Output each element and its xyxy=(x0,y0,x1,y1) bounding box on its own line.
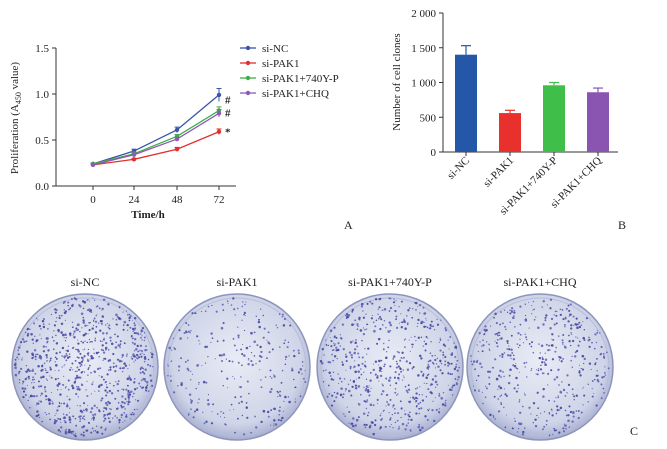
panel-a-series-line xyxy=(92,112,220,166)
panel-a-data-point xyxy=(131,157,137,162)
panel-b-y-tick-label: 2 000 xyxy=(411,8,436,20)
panel-a-legend-marker xyxy=(245,90,251,96)
panel-a-significance-mark: # xyxy=(225,95,231,107)
panel-c-colonies xyxy=(470,298,610,437)
panel-a-x-tick-label: 72 xyxy=(214,194,225,206)
panel-b-bar xyxy=(499,113,521,152)
panel-b-y-tick-label: 0 xyxy=(431,147,437,159)
panel-c-letter: C xyxy=(630,424,638,438)
panel-c-colonies xyxy=(167,297,307,436)
panel-b-y-tick-label: 1 000 xyxy=(411,78,436,90)
panel-c-dish-label: si-PAK1+CHQ xyxy=(503,275,576,289)
panel-a-line-chart: 0.0 0.5 1.0 1.5 0 24 48 72 * ## Time/h Prolifer… xyxy=(9,43,353,232)
panel-a-y-tick-label: 0.5 xyxy=(35,135,49,147)
panel-a-legend-marker xyxy=(245,45,251,51)
panel-a-data-point xyxy=(216,111,222,116)
panel-a-data-point xyxy=(90,162,96,168)
panel-a-x-tick-label: 48 xyxy=(172,194,184,206)
panel-a-data-point xyxy=(174,147,180,152)
panel-b-bar xyxy=(587,92,609,152)
panel-a-legend-label: si-PAK1 xyxy=(262,58,300,70)
panel-a-x-label: Time/h xyxy=(131,209,164,221)
panel-a-legend-label: si-PAK1+740Y-P xyxy=(262,73,339,85)
panel-a-data-point xyxy=(174,127,180,133)
panel-c-dish-label: si-PAK1+740Y-P xyxy=(348,275,432,289)
panel-a-series-line xyxy=(92,110,220,165)
panel-c-dish xyxy=(163,293,311,441)
panel-a-data-point xyxy=(131,152,137,157)
panel-c-colonies xyxy=(319,297,460,436)
panel-b-bar xyxy=(543,85,565,152)
panel-c-dish-rim xyxy=(167,297,307,437)
panel-a-x-tick-label: 0 xyxy=(90,194,96,206)
panel-a-x-tick-label: 24 xyxy=(129,194,141,206)
panel-b-x-tick-label: si-NC xyxy=(445,155,472,182)
panel-a-data-point xyxy=(216,92,222,98)
panel-a-legend-label: si-NC xyxy=(262,43,288,55)
panel-a-significance-mark: # xyxy=(225,107,231,119)
panel-a-legend-marker xyxy=(245,60,251,66)
panel-c-dish-label: si-NC xyxy=(71,275,100,289)
panel-a-legend-marker xyxy=(245,75,251,81)
panel-a-significance-mark: * xyxy=(225,127,231,139)
panel-b-letter: B xyxy=(618,218,626,232)
panel-a-letter: A xyxy=(344,218,353,232)
panel-a-y-tick-label: 0.0 xyxy=(35,181,49,193)
panel-c-dishes: si-NC si-PAK1 si-PAK1+740Y-P si-PAK1+CHQ C xyxy=(11,275,638,441)
panel-c-dish xyxy=(466,293,614,441)
panel-a-series-line xyxy=(92,94,220,165)
panel-c-colonies xyxy=(13,297,154,438)
panel-b-y-tick-label: 1 500 xyxy=(411,43,436,55)
panel-b-x-tick-label: si-PAK1 xyxy=(481,155,516,190)
panel-b-y-label: Number of cell clones xyxy=(391,33,403,130)
panel-c-dish-rim xyxy=(470,297,610,437)
panel-a-series-line xyxy=(92,131,220,166)
panel-c-dish-label: si-PAK1 xyxy=(217,275,258,289)
panel-a-y-label: Proliferation (A450 value) xyxy=(9,62,23,175)
panel-a-y-tick-label: 1.0 xyxy=(35,89,49,101)
panel-a-data-point xyxy=(174,136,180,142)
panel-b-y-tick-label: 500 xyxy=(420,112,437,124)
panel-a-y-tick-label: 1.5 xyxy=(35,43,49,55)
panel-b-bar xyxy=(455,54,477,153)
panel-a-data-point xyxy=(216,129,222,134)
panel-a-legend-label: si-PAK1+CHQ xyxy=(262,88,329,100)
panel-c-dish xyxy=(11,293,159,441)
